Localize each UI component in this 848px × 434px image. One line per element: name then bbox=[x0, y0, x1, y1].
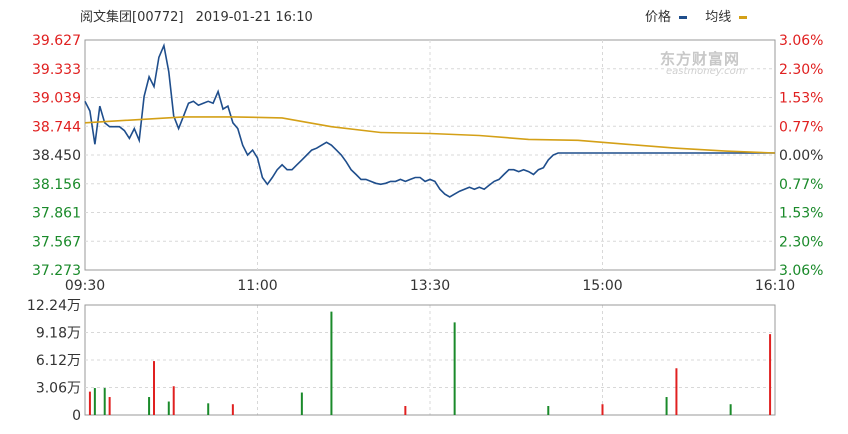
price-tick-label: 39.039 bbox=[32, 91, 81, 107]
volume-tick-label: 9.18万 bbox=[36, 326, 81, 342]
time-tick-label: 16:10 bbox=[755, 278, 795, 294]
stock-name: 阅文集团[00772] bbox=[80, 10, 184, 25]
legend-price-label: 价格 bbox=[645, 10, 672, 25]
price-tick-label: 38.156 bbox=[32, 177, 81, 193]
volume-tick-label: 0 bbox=[72, 408, 81, 424]
legend-avg-label: 均线 bbox=[705, 10, 732, 25]
time-tick-label: 15:00 bbox=[582, 278, 622, 294]
legend: 价格 均线 bbox=[645, 6, 748, 25]
stock-title: 阅文集团[00772] 2019-01-21 16:10 bbox=[80, 6, 313, 25]
volume-tick-label: 3.06万 bbox=[36, 381, 81, 397]
price-tick-label: 37.861 bbox=[32, 206, 81, 222]
price-tick-label: 38.744 bbox=[32, 119, 81, 135]
time-tick-label: 13:30 bbox=[410, 278, 450, 294]
legend-avg-swatch bbox=[739, 16, 748, 19]
price-tick-label: 37.273 bbox=[32, 263, 81, 279]
time-tick-label: 11:00 bbox=[237, 278, 277, 294]
pct-tick-label: 3.06% bbox=[779, 263, 823, 279]
volume-tick-label: 12.24万 bbox=[27, 298, 81, 314]
watermark-domain: eastmoney.com bbox=[666, 66, 746, 77]
pct-tick-label: 1.53% bbox=[779, 206, 823, 222]
avg-line bbox=[84, 116, 776, 154]
price-tick-label: 39.627 bbox=[32, 33, 81, 49]
pct-tick-label: 1.53% bbox=[779, 91, 823, 107]
pct-tick-label: 0.77% bbox=[779, 119, 823, 135]
price-line bbox=[84, 42, 775, 198]
price-tick-label: 39.333 bbox=[32, 62, 81, 78]
pct-tick-label: 0.00% bbox=[779, 148, 823, 164]
pct-tick-label: 2.30% bbox=[779, 234, 823, 250]
datetime-label: 2019-01-21 16:10 bbox=[195, 10, 313, 25]
time-tick-label: 09:30 bbox=[65, 278, 105, 294]
price-tick-label: 37.567 bbox=[32, 234, 81, 250]
watermark-brand: 东方财富网 bbox=[660, 50, 741, 68]
volume-tick-label: 6.12万 bbox=[36, 353, 81, 369]
pct-tick-label: 0.77% bbox=[779, 177, 823, 193]
price-tick-label: 38.450 bbox=[32, 148, 81, 164]
pct-tick-label: 2.30% bbox=[779, 62, 823, 78]
legend-price-swatch bbox=[679, 16, 688, 19]
pct-tick-label: 3.06% bbox=[779, 33, 823, 49]
